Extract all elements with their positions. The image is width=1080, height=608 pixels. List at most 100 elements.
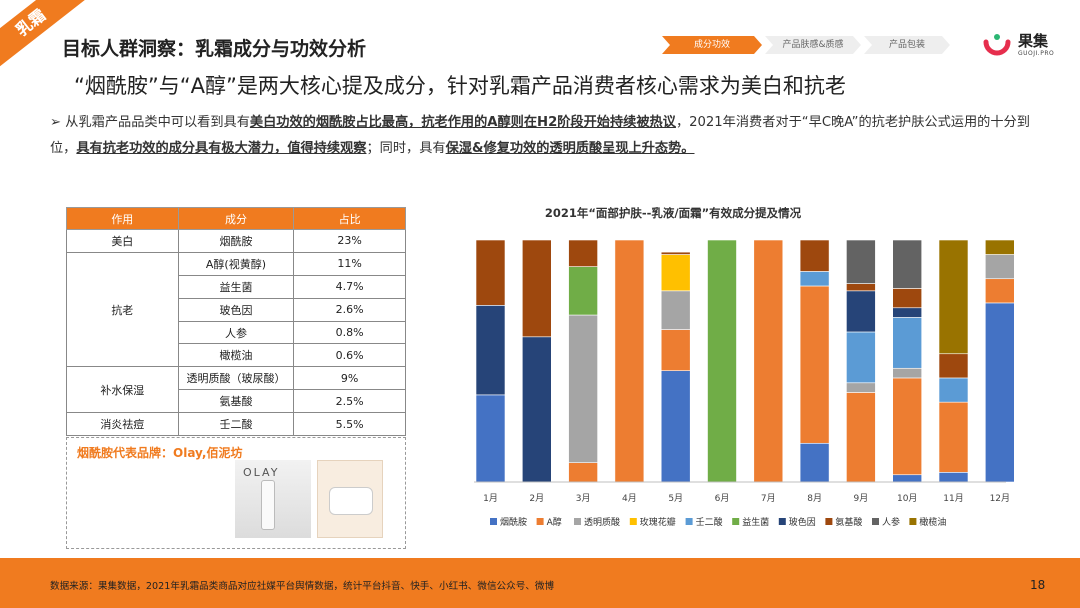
ingredient-cell: 玻色因	[177, 297, 295, 322]
bar-segment-透明质酸-12月	[984, 254, 1015, 280]
share-cell: 2.5%	[293, 389, 406, 414]
x-tick-label: 10月	[897, 493, 917, 504]
bar-segment-A醇-5月	[660, 329, 691, 371]
legend-entry: 透明质酸	[584, 516, 620, 528]
bar-segment-氨基酸-5月	[660, 251, 691, 255]
table-row: 益生菌 4.7%	[67, 274, 406, 299]
bar-segment-氨基酸-10月	[892, 288, 923, 309]
olay-product-image: OLAY	[235, 460, 311, 538]
bar-segment-益生菌-3月	[568, 266, 598, 316]
bar-segment-氨基酸-9月	[846, 283, 876, 292]
legend-swatch	[536, 518, 544, 525]
page-subtitle: “烟酰胺”与“A醇”是两大核心提及成分，针对乳霜产品消费者核心需求为美白和抗老	[74, 74, 846, 98]
ingredient-cell: 人参	[177, 320, 295, 345]
insight-text-2: ，2021年消费者对于“早C晚A”的抗老护肤公式运用的十分到位，	[50, 115, 1030, 156]
effect-cell: 抗老	[66, 251, 179, 368]
tab-packaging[interactable]: 产品包装	[864, 36, 950, 54]
legend-entry: 玻色因	[789, 516, 816, 528]
legend-entry: 烟酰胺	[500, 516, 527, 528]
insight-highlight-2: 具有抗老功效的成分具有极大潜力，值得持续观察	[76, 141, 367, 156]
x-tick-label: 12月	[990, 493, 1010, 504]
ingredient-cell: 透明质酸（玻尿酸）	[177, 366, 295, 391]
legend-swatch	[574, 518, 581, 525]
ingredient-cell: 橄榄油	[177, 343, 295, 368]
bar-segment-壬二酸-11月	[938, 377, 969, 403]
effect-cell: 美白	[66, 229, 179, 253]
share-cell: 9%	[293, 366, 406, 391]
x-tick-label: 1月	[483, 493, 498, 504]
bar-segment-人参-10月	[892, 239, 923, 289]
tab-texture[interactable]: 产品肤感&质感	[765, 36, 861, 54]
brand-logo: 果集 GUOJI.PRO	[978, 28, 1068, 64]
bar-segment-烟酰胺-10月	[892, 474, 923, 483]
logo-subtext: GUOJI.PRO	[1018, 50, 1055, 57]
bar-segment-A醇-11月	[938, 401, 969, 473]
logo-text: 果集	[1018, 32, 1049, 50]
x-tick-label: 6月	[715, 493, 730, 504]
x-tick-label: 7月	[761, 493, 776, 504]
bar-segment-壬二酸-8月	[799, 271, 830, 287]
x-tick-label: 2月	[529, 493, 544, 504]
cream-jar-icon	[329, 487, 373, 515]
bar-segment-烟酰胺-1月	[475, 394, 506, 483]
bar-segment-壬二酸-9月	[846, 331, 876, 384]
share-cell: 0.8%	[293, 320, 406, 345]
legend-entry: 壬二酸	[696, 517, 723, 528]
x-tick-label: 3月	[576, 493, 591, 504]
table-row: 美白 烟酰胺 23%	[66, 229, 406, 253]
bar-segment-A醇-10月	[892, 377, 923, 476]
bar-segment-透明质酸-5月	[660, 290, 691, 330]
legend-swatch	[685, 518, 693, 525]
legend-swatch	[825, 518, 833, 525]
table-row: 补水保湿 透明质酸（玻尿酸） 9%	[66, 366, 406, 414]
ingredient-cell: 壬二酸	[177, 412, 295, 437]
share-cell: 0.6%	[293, 343, 406, 368]
bar-segment-烟酰胺-5月	[660, 370, 691, 483]
data-source-note: 数据来源：果集数据，2021年乳霜品类商品对应社媒平台舆情数据，统计平台抖音、快…	[50, 581, 555, 592]
legend-entry: 益生菌	[742, 516, 769, 528]
representative-brands-box: 烟酰胺代表品牌：Olay,佰泥坊 OLAY	[66, 437, 406, 549]
bar-segment-A醇-12月	[984, 278, 1015, 304]
section-nav: 成分功效 产品肤感&质感 产品包装	[662, 36, 953, 54]
legend-entry: A醇	[547, 516, 562, 528]
bar-segment-烟酰胺-8月	[799, 442, 830, 483]
bar-segment-透明质酸-9月	[846, 382, 876, 393]
bar-segment-壬二酸-10月	[892, 317, 923, 369]
effect-cell: 补水保湿	[66, 366, 179, 414]
bar-segment-烟酰胺-11月	[938, 472, 969, 483]
legend-swatch	[778, 518, 786, 525]
table-row: 消炎祛痘 壬二酸 5.5%	[66, 412, 406, 437]
tab-ingredient-efficacy[interactable]: 成分功效	[662, 36, 762, 54]
bar-segment-玻色因-10月	[892, 307, 923, 318]
bar-segment-烟酰胺-12月	[984, 302, 1015, 483]
legend-swatch	[490, 518, 497, 525]
bar-segment-A醇-9月	[846, 392, 876, 483]
insight-highlight-3: 保湿&修复功效的透明质酸呈现上升态势。	[445, 141, 695, 156]
bar-segment-A醇-3月	[568, 462, 598, 483]
bar-segment-益生菌-6月	[707, 239, 737, 483]
share-cell: 5.5%	[293, 412, 406, 437]
x-tick-label: 5月	[668, 493, 683, 504]
table-header-row: 作用 成分 占比	[66, 207, 406, 230]
bar-segment-氨基酸-1月	[475, 239, 506, 306]
ingredient-table: 作用 成分 占比 美白 烟酰胺 23% 抗老 A醇(视黄醇) 11% 益生菌 4…	[66, 207, 406, 437]
bar-segment-玫瑰花瓣-5月	[660, 254, 691, 292]
bar-segment-玻色因-1月	[475, 305, 506, 396]
table-row: 抗老 A醇(视黄醇) 11%	[66, 251, 406, 368]
legend-swatch	[629, 518, 637, 525]
insight-highlight-1: 美白功效的烟酰胺占比最高，抗老作用的A醇则在H2阶段开始持续被热议	[249, 115, 676, 130]
bar-segment-人参-9月	[846, 239, 876, 284]
legend-entry: 人参	[882, 516, 900, 528]
page-title: 目标人群洞察：乳霜成分与功效分析	[62, 38, 367, 60]
insight-text-1: 从乳霜产品品类中可以看到具有	[65, 115, 250, 130]
bar-segment-玻色因-2月	[522, 336, 552, 483]
table-row: 橄榄油 0.6%	[67, 343, 406, 368]
table-header-share: 占比	[293, 207, 406, 230]
x-tick-label: 8月	[807, 493, 822, 504]
chart-title: 2021年“面部护肤--乳液/面霜”有效成分提及情况	[545, 206, 802, 220]
table-header-ingredient: 成分	[177, 207, 295, 230]
bar-segment-A醇-7月	[753, 239, 784, 483]
insight-text-3: ；同时，具有	[366, 141, 446, 156]
legend-swatch	[909, 518, 917, 525]
bar-segment-氨基酸-3月	[568, 239, 598, 267]
